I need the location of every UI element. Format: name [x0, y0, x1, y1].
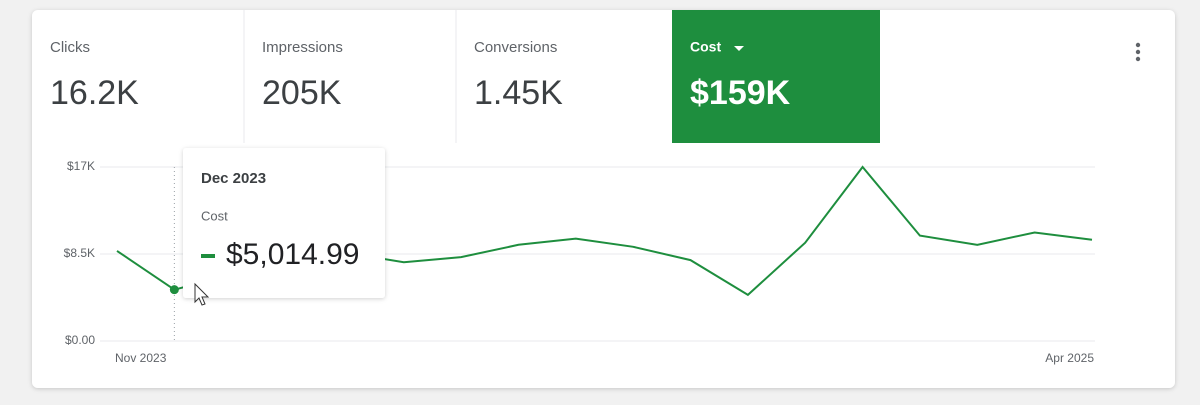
y-tick-label: $17K [67, 159, 95, 173]
tooltip: Dec 2023 Cost $5,014.99 [183, 148, 385, 298]
dropdown-arrow [734, 46, 744, 51]
tooltip-swatch [201, 254, 215, 258]
cursor [194, 282, 210, 306]
card-label: Clicks [50, 39, 90, 56]
y-tick-label: $8.5K [64, 246, 95, 260]
card-selected-bg [672, 10, 880, 143]
more-menu[interactable] [1135, 42, 1141, 62]
metric-card[interactable]: Conversions 1.45K [455, 10, 563, 143]
chart: $0.00 $8.5K $17K Nov 2023 Apr 2025 Dec 2023 Co… [64, 148, 1095, 365]
card-label: Impressions [262, 39, 343, 56]
card-label: Conversions [474, 39, 557, 56]
card-value: 1.45K [474, 74, 563, 112]
tooltip-value: $5,014.99 [226, 238, 359, 271]
card-value: 205K [262, 74, 342, 112]
x-tick-label: Nov 2023 [115, 351, 167, 365]
tooltip-metric: Cost [201, 208, 228, 223]
metric-cards: Clicks 16.2K Impressions 205K Conversions 1.4… [50, 10, 880, 143]
y-tick-label: $0.00 [65, 333, 95, 347]
metric-card[interactable]: Clicks 16.2K [50, 39, 139, 112]
hover-point [169, 285, 179, 295]
metric-card[interactable]: Cost $159K [672, 10, 880, 143]
x-tick-label: Apr 2025 [1045, 351, 1094, 365]
metric-card[interactable]: Impressions 205K [243, 10, 343, 143]
card-value: $159K [690, 74, 791, 112]
card-value: 16.2K [50, 74, 139, 112]
tooltip-box [183, 148, 385, 298]
tooltip-title: Dec 2023 [201, 170, 266, 187]
card-label: Cost [690, 39, 721, 55]
